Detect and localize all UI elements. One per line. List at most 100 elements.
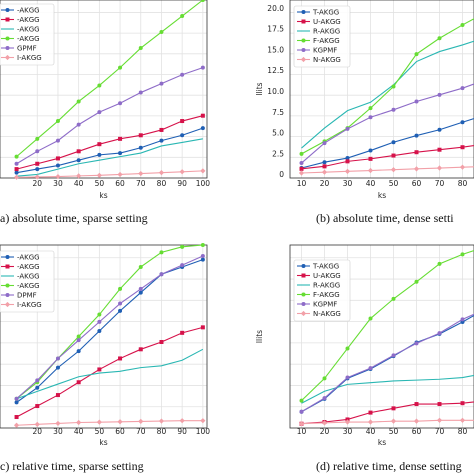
series-line	[16, 420, 203, 426]
x-tick-label: 30	[53, 427, 63, 436]
data-point	[138, 347, 143, 352]
data-point	[345, 156, 350, 161]
data-point	[97, 312, 102, 317]
legend-marker	[301, 264, 306, 268]
data-point	[437, 402, 442, 407]
data-point	[200, 0, 205, 2]
x-tick-label: 90	[177, 427, 187, 436]
subfigure-caption: (b) absolute time, dense setti	[316, 211, 454, 225]
data-point	[55, 365, 60, 370]
data-point	[298, 421, 305, 427]
data-point	[118, 65, 123, 70]
x-tick-label: 50	[389, 427, 399, 436]
data-point	[414, 133, 419, 138]
y-tick-label: 10.0	[267, 87, 284, 96]
legend-label: KGPMF	[313, 47, 337, 55]
data-point	[118, 301, 123, 306]
data-point	[55, 163, 60, 168]
data-point	[321, 420, 328, 426]
data-point	[97, 329, 102, 334]
legend-label: -AKGG	[17, 282, 40, 290]
data-point	[138, 133, 143, 138]
series-2	[16, 138, 203, 177]
data-point	[97, 142, 102, 147]
data-point	[118, 308, 123, 313]
chart-panel-2: 20 30 40 50 60 70 80 90 100ks-AKGG-AKGG-AKGG-AKG…	[0, 243, 210, 473]
series-line	[301, 145, 474, 170]
data-point	[35, 385, 40, 390]
data-point	[180, 14, 185, 19]
data-point	[322, 141, 327, 146]
series-line	[16, 170, 203, 178]
data-point	[96, 172, 102, 178]
x-tick-label: 30	[343, 427, 353, 436]
x-tick-label: 100	[196, 427, 211, 436]
chart-panel-1: 10 20 30 40 50 60 70 80 0 2.5 5.0 7.5 10.0 12.5 15.0 17…	[255, 0, 474, 225]
data-point	[322, 376, 327, 381]
x-tick-label: 60	[115, 179, 125, 188]
grid	[0, 0, 207, 179]
data-point	[180, 330, 185, 335]
data-point	[138, 418, 144, 425]
data-point	[344, 419, 351, 425]
data-point	[180, 263, 185, 268]
data-point	[138, 286, 143, 291]
series-5	[13, 168, 206, 180]
data-point	[35, 378, 40, 383]
data-point	[200, 113, 205, 118]
data-point	[138, 264, 143, 269]
x-tick-label: 50	[389, 179, 399, 188]
data-point	[35, 149, 40, 154]
plot-frame	[289, 0, 474, 179]
x-tick-label: 80	[458, 427, 468, 436]
data-point	[368, 148, 373, 153]
legend-label: F-AKGG	[313, 37, 340, 45]
series-1	[14, 325, 205, 420]
data-point	[118, 151, 123, 156]
data-point	[97, 152, 102, 157]
data-point	[118, 136, 123, 141]
data-point	[436, 165, 443, 171]
data-point	[460, 401, 465, 406]
data-point	[97, 110, 102, 115]
legend-label: U-AKGG	[313, 272, 341, 280]
legend-label: R-AKGG	[313, 282, 340, 290]
data-point	[460, 120, 465, 125]
data-point	[180, 119, 185, 124]
data-point	[299, 166, 304, 171]
x-tick-label: 30	[53, 179, 63, 188]
legend-label: R-AKGG	[313, 28, 340, 36]
series-4	[299, 313, 474, 414]
legend-marker	[5, 283, 10, 288]
data-point	[299, 409, 304, 414]
data-point	[437, 331, 442, 336]
x-tick-label: 40	[74, 427, 84, 436]
x-axis-label: ks	[99, 191, 107, 200]
legend-label: F-AKGG	[313, 291, 340, 299]
data-point	[179, 418, 185, 424]
data-point	[413, 166, 420, 172]
x-tick-label: 90	[177, 179, 187, 188]
y-tick-label: 5.0	[272, 129, 284, 138]
data-point	[368, 316, 373, 321]
data-point	[179, 169, 185, 175]
data-point	[200, 257, 205, 262]
y-axis-label: llits	[255, 330, 264, 343]
chart-panel-0: 20 30 40 50 60 70 80 90 100ks-AKGG-AKGG-AKGG-AKG…	[0, 0, 210, 225]
y-tick-label: 17.5	[267, 25, 284, 34]
data-point	[414, 150, 419, 155]
data-point	[138, 90, 143, 95]
legend-marker	[301, 38, 306, 43]
x-tick-label: 100	[196, 179, 211, 188]
data-point	[460, 22, 465, 27]
legend-label: -AKGG	[17, 16, 40, 24]
x-axis-label: ks	[378, 438, 386, 447]
data-point	[391, 406, 396, 411]
data-point	[322, 164, 327, 169]
data-point	[180, 72, 185, 77]
legend-marker	[301, 292, 306, 297]
data-point	[200, 126, 205, 131]
